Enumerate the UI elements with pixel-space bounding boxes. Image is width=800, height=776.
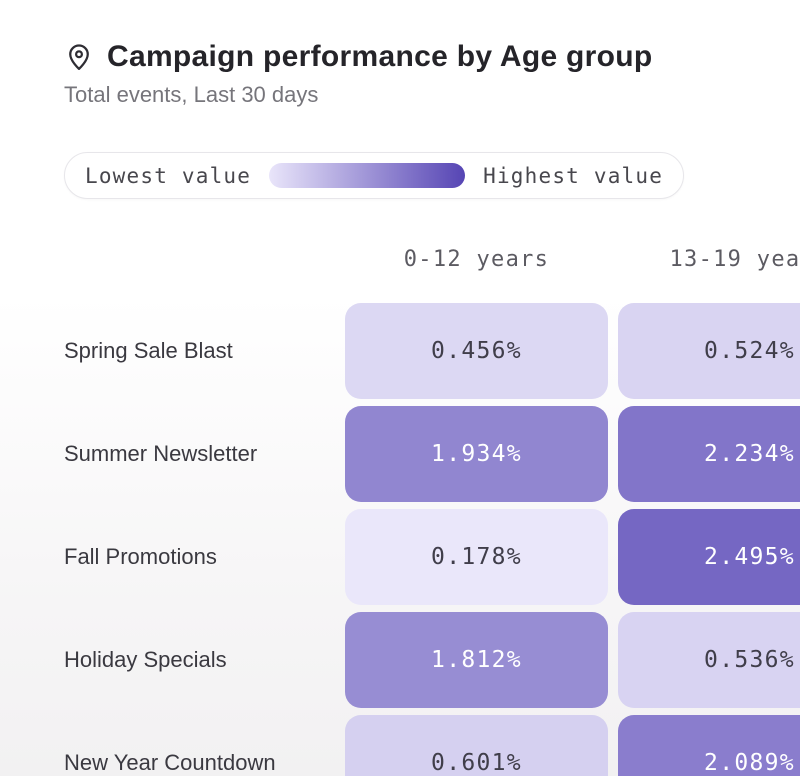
location-pin-icon [69, 44, 89, 70]
row-label: Holiday Specials [64, 647, 227, 672]
row-label: New Year Countdown [64, 750, 276, 775]
legend-high-label: Highest value [483, 163, 664, 188]
widget-header: Campaign performance by Age group [64, 40, 800, 74]
heatmap-cell[interactable]: 0.178% [345, 509, 608, 605]
row-label: Spring Sale Blast [64, 338, 233, 363]
heatmap-corner [64, 247, 335, 296]
color-scale-legend: Lowest value Highest value [64, 152, 685, 199]
heatmap-cell[interactable]: 0.456% [345, 303, 608, 399]
heatmap-cell[interactable]: 1.934% [345, 406, 608, 502]
page-title: Campaign performance by Age group [107, 40, 653, 73]
legend-low-label: Lowest value [85, 163, 252, 188]
row-label: Summer Newsletter [64, 441, 258, 466]
column-header: 0-12 years [403, 247, 550, 272]
heatmap-cell[interactable]: 1.812% [345, 612, 608, 708]
column-header: 13-19 years [669, 247, 800, 272]
heatmap-grid: 0-12 years 13-19 years Spring Sale Blast 0.… [64, 247, 800, 776]
heatmap-cell[interactable]: 2.089% [618, 715, 800, 776]
heatmap-cell[interactable]: 0.524% [618, 303, 800, 399]
legend-gradient-bar [269, 163, 466, 188]
heatmap-cell[interactable]: 0.601% [345, 715, 608, 776]
heatmap-cell[interactable]: 2.234% [618, 406, 800, 502]
heatmap-cell[interactable]: 2.495% [618, 509, 800, 605]
row-label: Fall Promotions [64, 544, 217, 569]
heatmap-cell[interactable]: 0.536% [618, 612, 800, 708]
page-subtitle: Total events, Last 30 days [64, 82, 319, 107]
